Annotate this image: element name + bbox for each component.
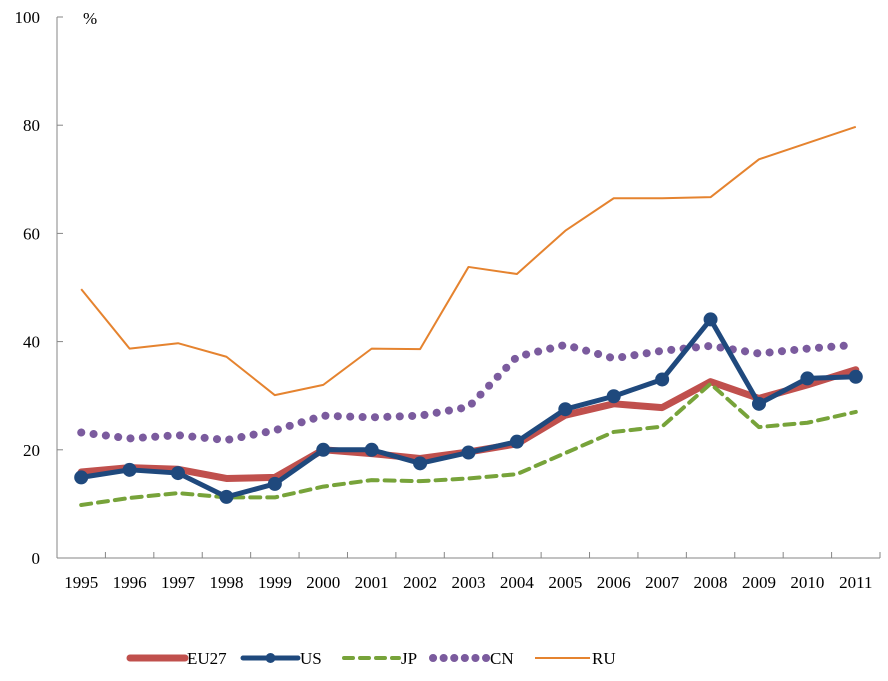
series-line-ru [80,125,857,397]
data-point [558,402,573,417]
legend-item-ru: RU [535,649,616,668]
legend: EU27 US JP CN RU [126,649,616,668]
data-point [800,371,815,386]
y-tick-label: 100 [15,8,41,27]
data-point [751,396,766,411]
x-tick-label: 2006 [597,573,631,592]
x-tick-label: 1996 [113,573,147,592]
data-point [703,312,718,327]
x-tick-label: 2002 [403,573,437,592]
legend-item-cn: CN [429,649,514,668]
data-point [364,442,379,457]
x-tick-label: 2000 [306,573,340,592]
x-tick-label: 2010 [790,573,824,592]
data-point [461,445,476,460]
x-tick-label: 2007 [645,573,680,592]
legend-label: EU27 [187,649,227,668]
series-ru [80,125,857,397]
x-tick-label: 1998 [209,573,243,592]
series-line-eu27 [77,366,860,482]
y-tick-label: 80 [23,116,40,135]
series-jp [79,381,858,507]
y-tick-label: 20 [23,441,40,460]
y-tick-label: 0 [32,549,41,568]
series-eu27 [77,366,860,482]
legend-label: JP [401,649,417,668]
data-point [848,369,863,384]
x-tick-label: 2005 [548,573,582,592]
x-tick-label: 2008 [694,573,728,592]
legend-item-eu27: EU27 [126,649,227,668]
data-point [171,466,186,481]
axes: 0 20 40 60 80 100 1995 1996 1997 1998 1999 2000 2001… [15,8,881,592]
legend-item-us: US [240,649,322,668]
series-us [74,312,863,504]
x-tick-label: 2003 [452,573,486,592]
legend-item-jp: JP [342,649,417,668]
legend-label: RU [592,649,616,668]
data-point [655,372,670,387]
data-point [413,456,428,471]
data-point [219,489,234,504]
x-tick-label: 1999 [258,573,292,592]
data-point [606,389,621,404]
x-tick-label: 1995 [64,573,98,592]
data-point [316,442,331,457]
data-point [122,462,137,477]
legend-label: CN [490,649,514,668]
x-tick-label: 1997 [161,573,196,592]
data-point [509,434,524,449]
data-point [74,470,89,485]
legend-label: US [300,649,322,668]
legend-marker [265,653,276,663]
x-tick-label: 2004 [500,573,535,592]
x-tick-label: 2001 [355,573,389,592]
y-tick-label: 40 [23,333,40,352]
y-axis-unit-label: % [83,9,97,28]
data-point [267,476,282,491]
series-line-jp [79,381,858,507]
x-tick-label: 2009 [742,573,776,592]
x-tick-label: 2011 [839,573,872,592]
series-group [74,125,863,507]
y-tick-label: 60 [23,224,40,243]
